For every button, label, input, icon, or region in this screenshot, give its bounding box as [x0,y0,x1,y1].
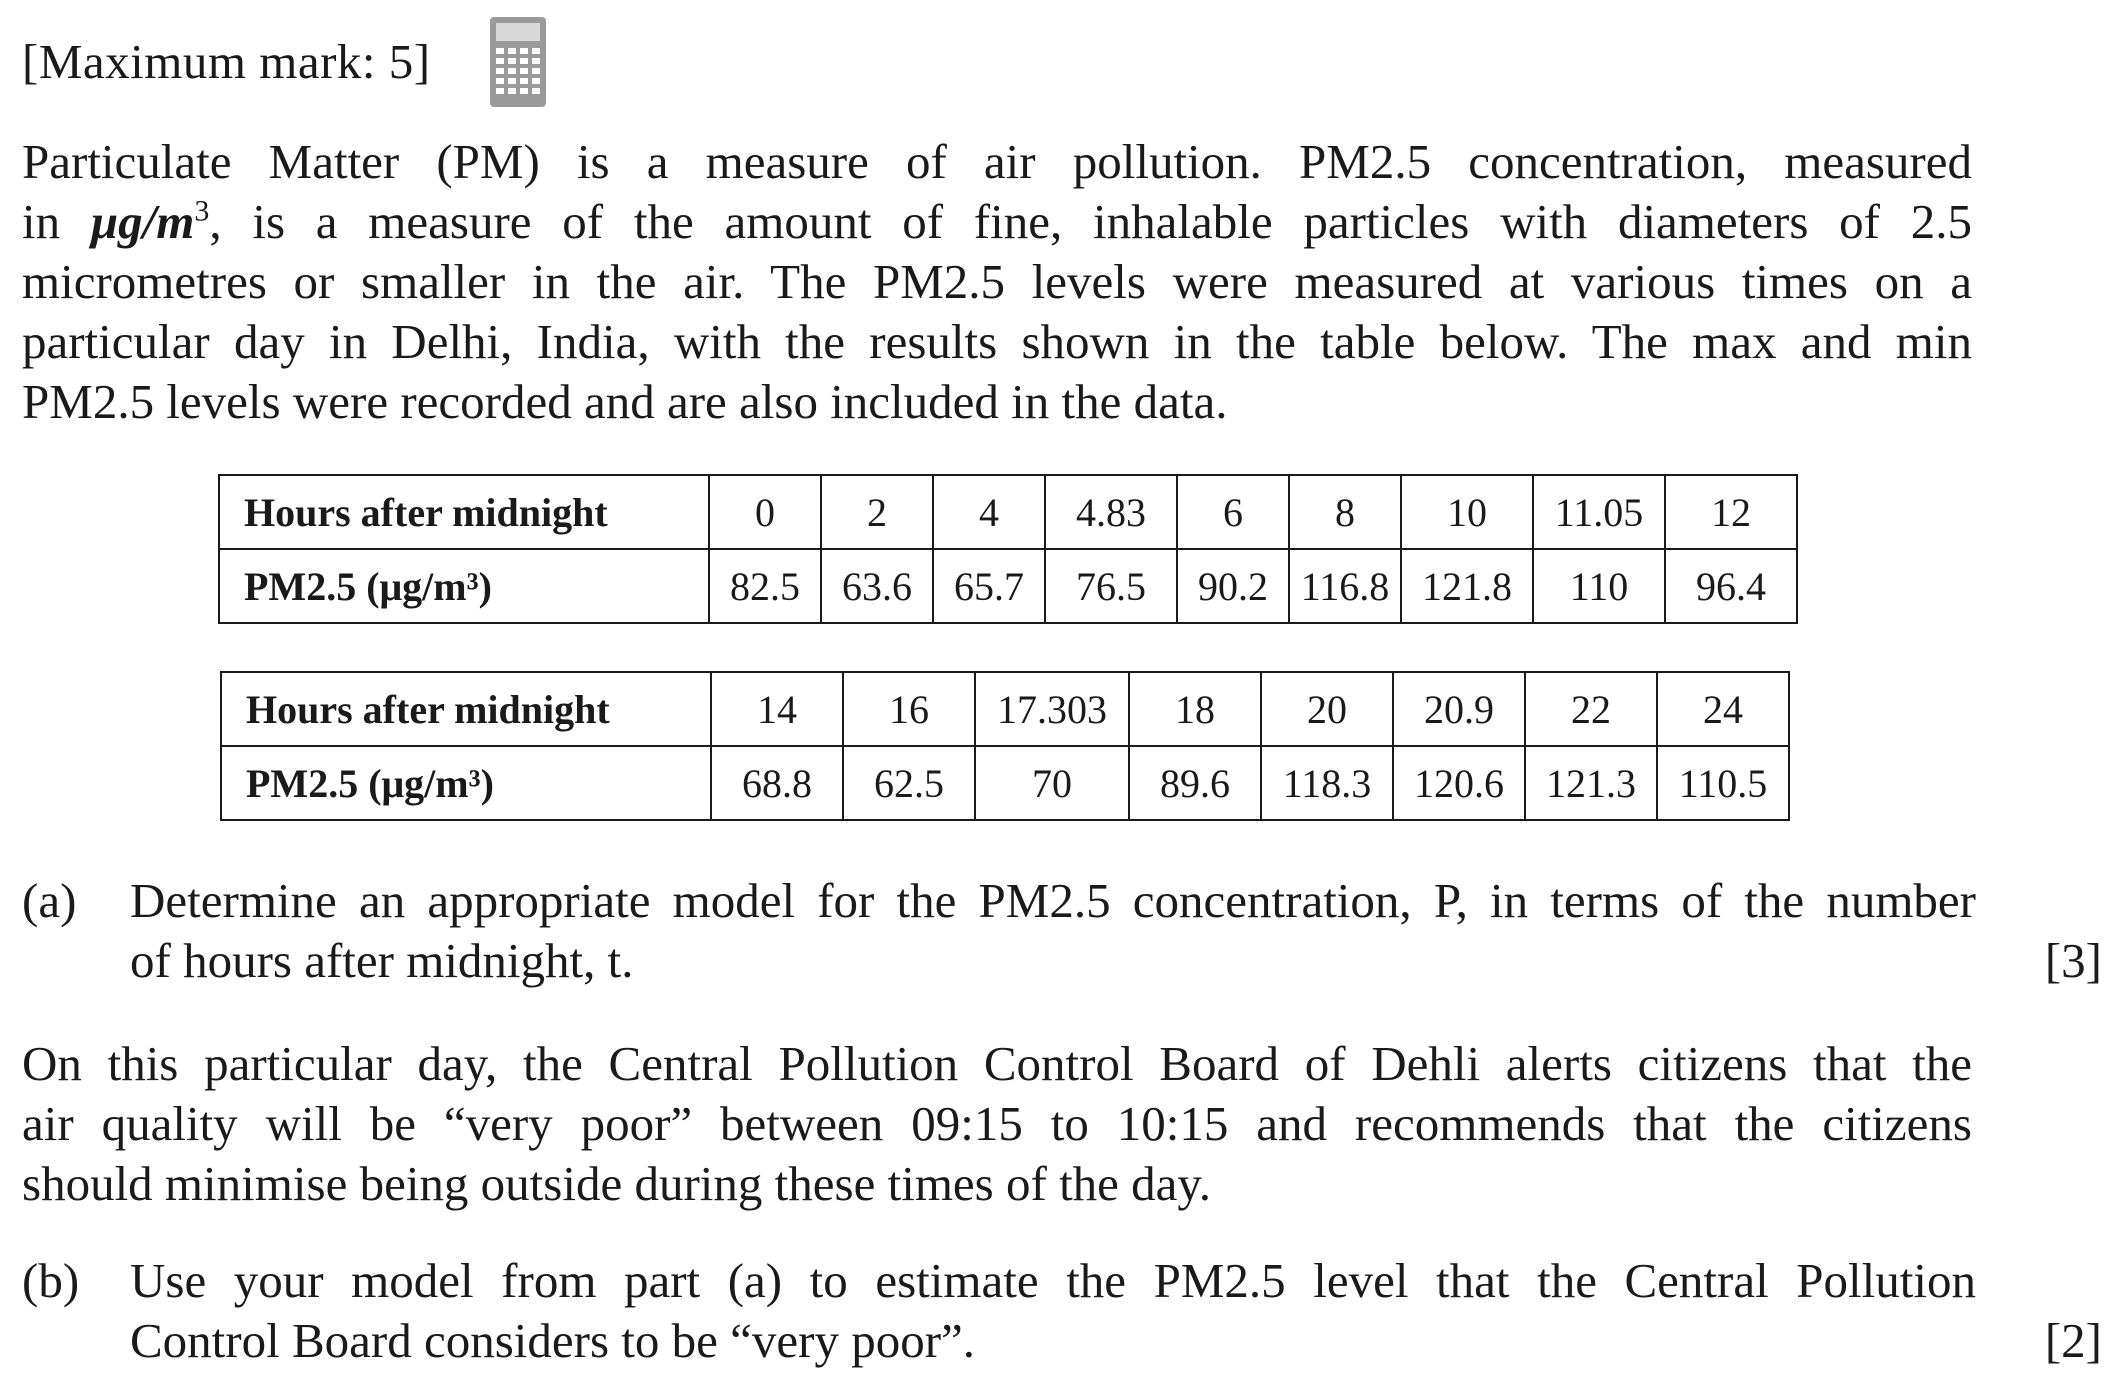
context-line: air quality will be “very poor” between … [22,1096,1972,1151]
row-header-hours: Hours after midnight [220,671,712,747]
calculator-icon [489,16,547,108]
intro-paragraph: Particulate Matter (PM) is a measure of … [22,132,1972,432]
hour-cell: 4.83 [1044,474,1178,550]
pm-cell: 65.7 [932,548,1046,624]
intro-line: PM2.5 levels were recorded and are also … [22,374,1228,429]
hour-cell: 11.05 [1532,474,1666,550]
pm-cell: 76.5 [1044,548,1178,624]
hour-cell: 6 [1176,474,1290,550]
part-text: Use your model from part (a) to estimate… [130,1251,1976,1371]
table-row-hours: Hours after midnight 0 2 4 4.83 6 8 10 1… [218,474,1798,550]
hour-cell: 16 [842,671,976,747]
pm-cell: 96.4 [1664,548,1798,624]
pm25-table-2: Hours after midnight 14 16 17.303 18 20 … [220,671,1790,821]
hour-cell: 20.9 [1392,671,1526,747]
context-line: should minimise being outside during the… [22,1156,1211,1211]
pm-cell: 62.5 [842,745,976,821]
pm25-table-1: Hours after midnight 0 2 4 4.83 6 8 10 1… [218,474,1798,624]
pm-cell: 120.6 [1392,745,1526,821]
intro-line: Particulate Matter (PM) is a measure of … [22,134,1972,189]
part-text: Determine an appropriate model for the P… [130,871,1976,991]
intro-line: in μg/m3, is a measure of the amount of … [22,194,1972,249]
row-header-hours: Hours after midnight [218,474,710,550]
question-header: [Maximum mark: 5] [22,17,547,108]
part-line: of hours after midnight, t. [130,933,634,988]
row-header-pm: PM2.5 (μg/m³) [220,745,712,821]
intro-line: micrometres or smaller in the air. The P… [22,254,1972,309]
context-line: On this particular day, the Central Poll… [22,1036,1972,1091]
hour-cell: 20 [1260,671,1394,747]
marks-badge: [2] [2044,1313,2102,1368]
part-line: Use your model from part (a) to estimate… [130,1253,1976,1308]
hour-cell: 18 [1128,671,1262,747]
pm-cell: 110.5 [1656,745,1790,821]
hour-cell: 12 [1664,474,1798,550]
part-label: (a) [22,873,77,928]
pm-cell: 68.8 [710,745,844,821]
maximum-mark: [Maximum mark: 5] [22,34,431,89]
hour-cell: 14 [710,671,844,747]
table-row-pm: PM2.5 (μg/m³) 82.5 63.6 65.7 76.5 90.2 1… [218,548,1798,624]
hour-cell: 22 [1524,671,1658,747]
part-line: Control Board considers to be “very poor… [130,1313,976,1368]
part-line: Determine an appropriate model for the P… [130,873,1976,928]
table-row-pm: PM2.5 (μg/m³) 68.8 62.5 70 89.6 118.3 12… [220,745,1790,821]
part-label: (b) [22,1253,80,1308]
hour-cell: 10 [1400,474,1534,550]
context-paragraph: On this particular day, the Central Poll… [22,1034,1972,1214]
pm-cell: 116.8 [1288,548,1402,624]
hour-cell: 2 [820,474,934,550]
pm-cell: 121.8 [1400,548,1534,624]
pm-cell: 121.3 [1524,745,1658,821]
marks-badge: [3] [2044,933,2102,988]
hour-cell: 24 [1656,671,1790,747]
table-row-hours: Hours after midnight 14 16 17.303 18 20 … [220,671,1790,747]
pm-cell: 63.6 [820,548,934,624]
hour-cell: 0 [708,474,822,550]
pm-cell: 70 [974,745,1130,821]
row-header-pm: PM2.5 (μg/m³) [218,548,710,624]
hour-cell: 4 [932,474,1046,550]
pm-cell: 82.5 [708,548,822,624]
pm-cell: 89.6 [1128,745,1262,821]
pm-cell: 118.3 [1260,745,1394,821]
hour-cell: 8 [1288,474,1402,550]
hour-cell: 17.303 [974,671,1130,747]
pm-cell: 110 [1532,548,1666,624]
intro-line: particular day in Delhi, India, with the… [22,314,1972,369]
pm-cell: 90.2 [1176,548,1290,624]
